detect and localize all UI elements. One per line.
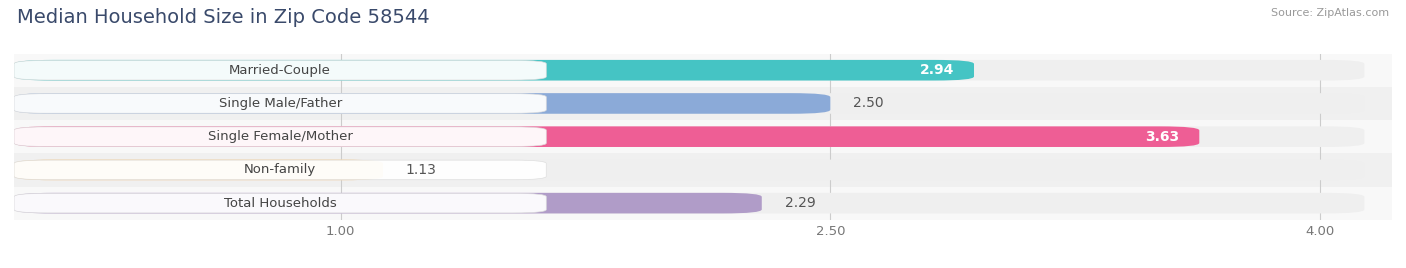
Text: 2.29: 2.29 (785, 196, 815, 210)
Bar (14, 187, 1392, 220)
Text: 2.50: 2.50 (853, 96, 884, 110)
Text: Non-family: Non-family (245, 163, 316, 176)
FancyBboxPatch shape (14, 127, 547, 146)
FancyBboxPatch shape (14, 126, 1199, 147)
Bar (14, 120, 1392, 153)
Text: 1.13: 1.13 (406, 163, 437, 177)
FancyBboxPatch shape (14, 94, 547, 113)
FancyBboxPatch shape (14, 193, 762, 213)
FancyBboxPatch shape (14, 93, 831, 114)
Text: 3.63: 3.63 (1146, 130, 1180, 144)
Text: Single Female/Mother: Single Female/Mother (208, 130, 353, 143)
FancyBboxPatch shape (14, 160, 382, 180)
FancyBboxPatch shape (14, 193, 547, 213)
FancyBboxPatch shape (14, 193, 1364, 213)
FancyBboxPatch shape (14, 160, 1364, 180)
FancyBboxPatch shape (14, 160, 547, 180)
Text: Married-Couple: Married-Couple (229, 64, 330, 77)
Bar (14, 54, 1392, 87)
FancyBboxPatch shape (14, 60, 974, 80)
Text: Single Male/Father: Single Male/Father (218, 97, 342, 110)
FancyBboxPatch shape (14, 93, 1364, 114)
Text: Total Households: Total Households (224, 197, 336, 210)
Bar (14, 153, 1392, 187)
Bar (14, 87, 1392, 120)
FancyBboxPatch shape (14, 60, 1364, 80)
FancyBboxPatch shape (14, 126, 1364, 147)
Text: Source: ZipAtlas.com: Source: ZipAtlas.com (1271, 8, 1389, 18)
Text: 2.94: 2.94 (920, 63, 955, 77)
Text: Median Household Size in Zip Code 58544: Median Household Size in Zip Code 58544 (17, 8, 429, 27)
FancyBboxPatch shape (14, 61, 547, 80)
